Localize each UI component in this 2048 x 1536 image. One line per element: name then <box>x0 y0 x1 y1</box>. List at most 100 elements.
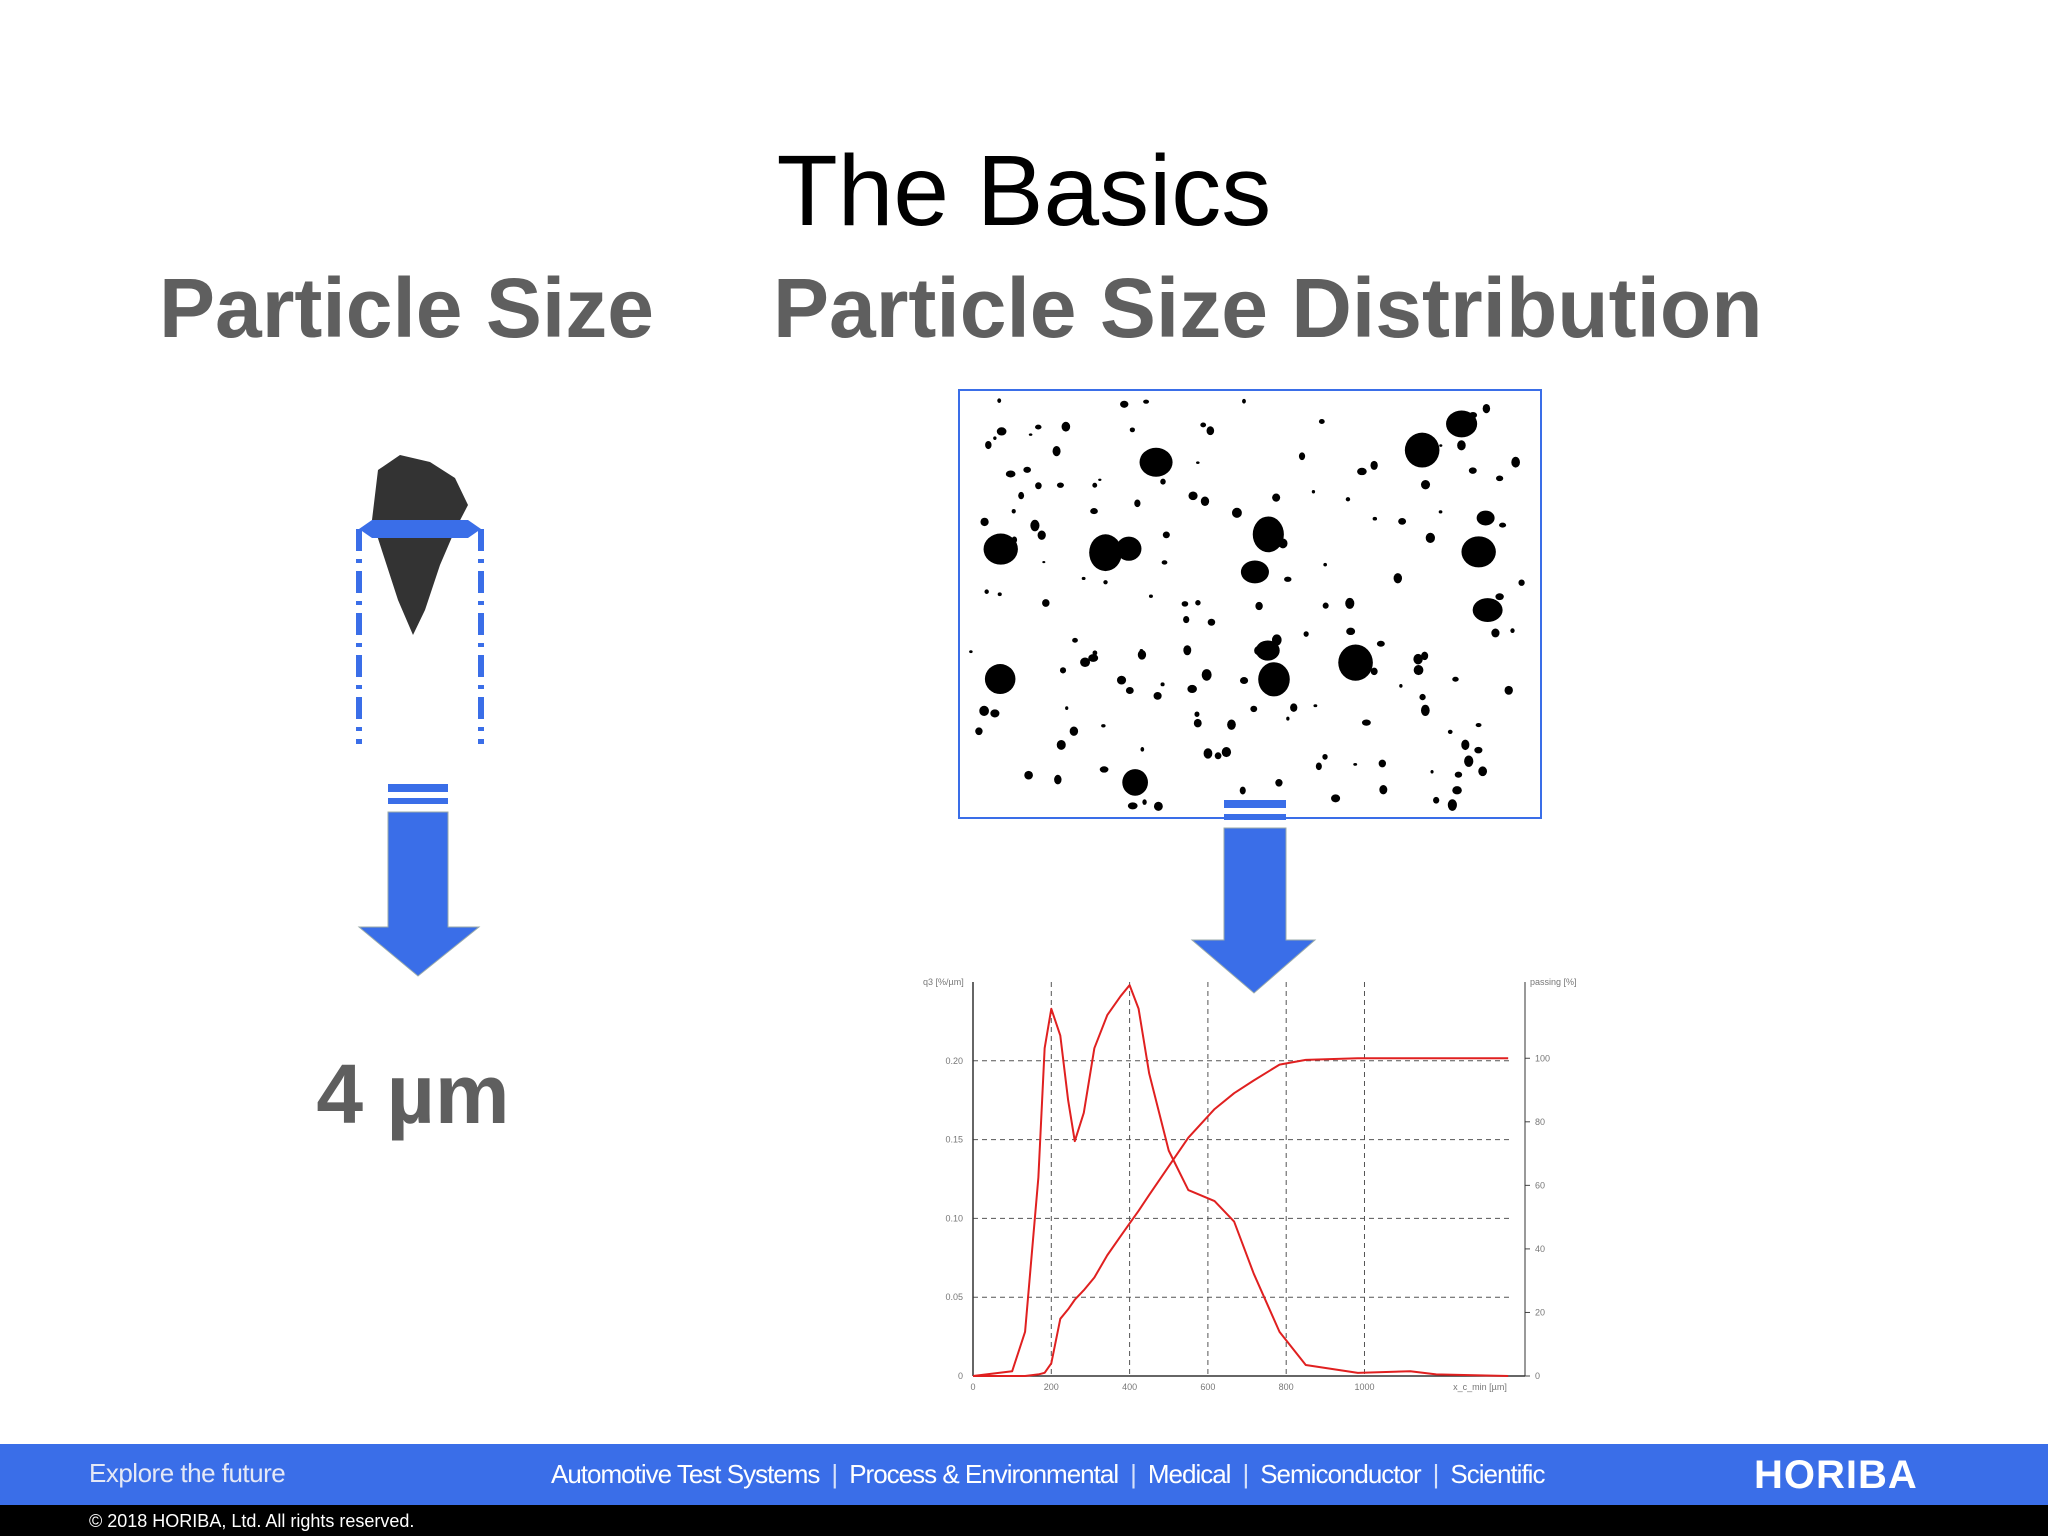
brand-logo[interactable]: HORIBA <box>1754 1453 1918 1497</box>
nav-link[interactable]: Medical <box>1147 1459 1232 1489</box>
particle <box>1035 482 1042 490</box>
particle <box>1011 536 1018 544</box>
particle <box>1518 579 1525 586</box>
chart: 0 200 400 600 800 1000 0 0.05 0.10 0.15 0.20 0 20 40 6… <box>923 977 1577 1392</box>
particle <box>1496 475 1504 482</box>
particle <box>1420 704 1430 716</box>
particle <box>1042 561 1046 564</box>
particle <box>1370 667 1378 676</box>
particle <box>1188 491 1198 501</box>
arrow <box>357 784 481 977</box>
particle <box>1272 493 1281 502</box>
footer-bar: Explore the future Automotive Test Syste… <box>0 1444 2048 1505</box>
particle <box>1183 616 1190 624</box>
particle <box>1472 598 1503 623</box>
particle <box>1183 645 1192 656</box>
y-tick-label: 0.20 <box>945 1056 963 1066</box>
particle <box>1143 399 1150 404</box>
arrow <box>1190 800 1317 994</box>
separator: | <box>1130 1459 1137 1489</box>
particle <box>1311 490 1316 494</box>
particle-image <box>958 389 1542 819</box>
particle <box>1338 644 1373 681</box>
particle <box>1425 532 1435 544</box>
particle <box>1092 650 1098 656</box>
particle <box>1393 573 1403 584</box>
nav-link[interactable]: Semiconductor <box>1260 1459 1421 1489</box>
particle <box>1103 580 1108 585</box>
y2-tick-label: 0 <box>1535 1371 1540 1381</box>
copyright: © 2018 HORIBA, Ltd. All rights reserved. <box>89 1511 415 1531</box>
particle <box>1116 536 1142 561</box>
particle <box>1072 637 1078 643</box>
particle <box>1420 479 1431 490</box>
measure-arrow <box>359 520 481 538</box>
particle <box>1346 627 1356 636</box>
data-line <box>972 984 1509 1377</box>
y2-tick-label: 40 <box>1535 1244 1545 1254</box>
particle <box>1080 657 1091 668</box>
particle <box>1290 703 1298 712</box>
particle <box>1081 576 1086 581</box>
particle <box>1054 774 1062 785</box>
particle <box>1221 747 1232 758</box>
particle <box>984 589 989 594</box>
particle <box>1511 456 1520 468</box>
particle <box>1098 478 1102 481</box>
particle <box>1447 799 1457 811</box>
particle <box>991 683 1000 694</box>
particle <box>997 398 1002 403</box>
y2-tick-label: 60 <box>1535 1180 1545 1190</box>
particle <box>1379 785 1388 795</box>
particle <box>1357 467 1367 476</box>
particle <box>1059 667 1067 674</box>
y2-tick-label: 20 <box>1535 1307 1545 1317</box>
particle <box>1250 705 1258 713</box>
nav-link[interactable]: Process & Environmental <box>849 1459 1119 1489</box>
particle <box>1018 491 1025 500</box>
particle <box>1200 496 1210 507</box>
particle <box>1011 508 1016 514</box>
particle <box>1478 766 1488 777</box>
particle <box>1439 444 1443 447</box>
particle <box>1207 618 1216 626</box>
particle <box>1101 724 1106 728</box>
particle <box>1120 400 1129 408</box>
particle <box>984 664 1016 695</box>
result: 4 µm <box>316 1047 509 1141</box>
particle <box>1318 418 1325 425</box>
particle <box>969 650 973 654</box>
particle <box>1461 536 1496 568</box>
particle <box>1097 546 1107 559</box>
particle <box>1160 478 1166 485</box>
particle <box>1161 560 1168 565</box>
y2-tick-label: 80 <box>1535 1117 1545 1127</box>
nav-link[interactable]: Automotive Test Systems <box>551 1459 820 1489</box>
particle <box>1069 726 1079 736</box>
particle <box>1239 786 1246 795</box>
heading: Particle Size <box>159 261 654 355</box>
particle <box>1421 651 1429 661</box>
particle <box>1454 771 1463 778</box>
particle <box>1433 796 1440 804</box>
nav-link[interactable]: Scientific <box>1450 1459 1545 1489</box>
particle <box>1468 467 1477 474</box>
particle <box>1242 398 1246 404</box>
particle <box>1193 718 1202 728</box>
particle <box>1255 640 1280 661</box>
particle <box>1203 748 1213 759</box>
x-tick-label: 400 <box>1122 1382 1137 1392</box>
particle <box>979 705 989 717</box>
particle <box>1372 516 1378 521</box>
particle <box>1194 711 1200 717</box>
particle <box>1239 677 1249 684</box>
particle <box>1153 691 1162 700</box>
x-tick-label: 800 <box>1279 1382 1294 1392</box>
particle <box>1271 634 1282 646</box>
separator: | <box>1432 1459 1440 1489</box>
particle <box>997 592 1002 597</box>
particle <box>1398 517 1407 525</box>
particle <box>1005 470 1016 478</box>
particle <box>1464 755 1474 767</box>
particle <box>1258 662 1290 697</box>
